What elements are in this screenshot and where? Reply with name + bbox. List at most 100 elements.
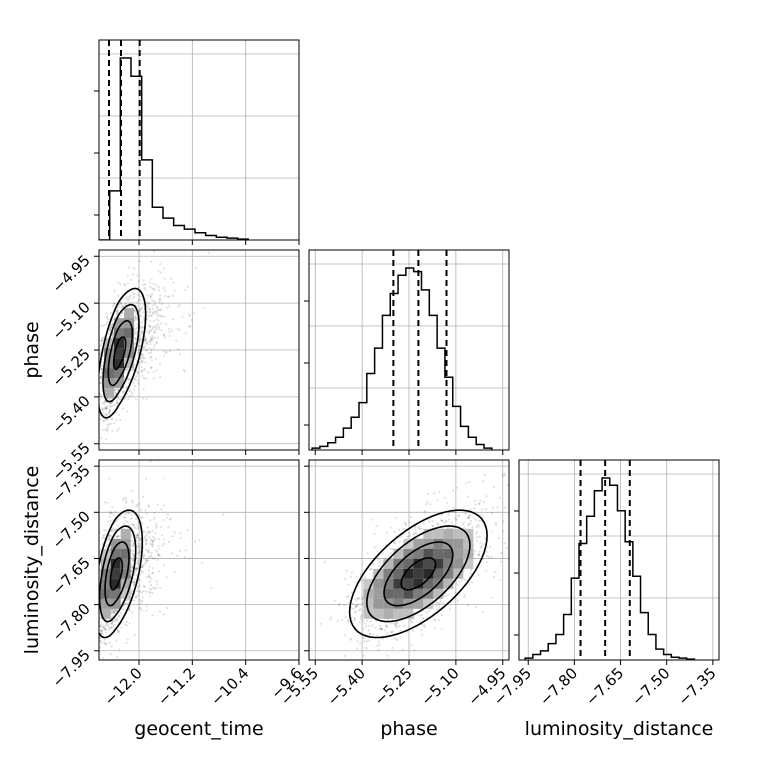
scatter-point [92,400,94,402]
scatter-point [160,329,163,332]
scatter-point [134,517,138,520]
scatter-point [145,343,149,346]
scatter-point [130,391,133,394]
scatter-point [131,297,135,300]
scatter-point [134,315,137,318]
x-tick-label: −7.65 [582,664,627,709]
scatter-point [92,436,94,438]
scatter-point [148,594,151,598]
scatter-point [116,534,119,538]
scatter-point [477,553,480,556]
scatter-point [153,300,156,303]
scatter-point [486,554,489,558]
scatter-point [139,308,142,311]
scatter-point [148,347,151,350]
scatter-point [104,428,107,431]
density-cell [433,568,444,579]
scatter-point [134,331,138,334]
scatter-point [480,545,483,548]
scatter-point [94,408,96,410]
scatter-point [377,564,380,568]
scatter-point [146,305,149,308]
density-cell [393,578,404,589]
scatter-point [474,518,477,521]
scatter-point [373,532,376,535]
scatter-point [148,301,151,305]
scatter-point [473,507,476,510]
scatter-point [341,662,343,664]
scatter-point [485,569,488,573]
scatter-point [150,348,153,351]
density-cell [110,588,121,599]
scatter-point [439,601,442,604]
scatter-point [131,610,134,614]
scatter-point [134,338,138,341]
scatter-point [157,289,160,292]
scatter-point [360,614,364,617]
scatter-point [494,521,497,525]
x-tick-label: −10.4 [207,664,252,709]
scatter-point [139,509,142,512]
contour-line [109,557,124,591]
scatter-point [149,554,152,557]
scatter-point [333,599,337,602]
scatter-point [478,535,481,538]
scatter-point [319,622,322,625]
density-cell [114,378,124,389]
scatter-point [95,622,97,624]
scatter-point [352,619,355,623]
scatter-point [145,330,148,333]
scatter-point [130,566,133,569]
scatter-point [440,513,443,516]
scatter-point [409,534,412,537]
scatter-point [114,619,117,622]
scatter-point [416,613,419,616]
scatter-point [436,499,439,502]
scatter-point [146,559,149,562]
scatter-point [490,511,494,515]
scatter-point [159,376,162,379]
scatter-point [135,567,138,570]
scatter-point [183,556,187,559]
scatter-point [481,508,484,511]
scatter-point [104,418,108,421]
scatter-point [386,631,389,635]
scatter-point [475,525,478,528]
scatter-point [178,328,181,331]
scatter-point [117,630,121,634]
scatter-point [116,389,119,392]
scatter-point [140,321,143,324]
scatter-point [125,642,128,645]
scatter-point [108,477,111,480]
scatter-point [351,602,355,606]
scatter-point [128,608,131,611]
scatter-point [147,548,150,551]
scatter-point [116,535,120,538]
scatter-point [95,612,97,614]
scatter-point [133,524,136,527]
scatter-point [96,564,98,566]
scatter-point [454,591,457,594]
scatter-point [434,604,438,608]
scatter-point [156,311,159,314]
scatter-point [370,568,373,571]
scatter-point [393,637,396,640]
scatter-point [141,326,144,329]
scatter-point [142,357,145,360]
scatter-point [494,571,497,574]
scatter-point [119,418,122,422]
scatter-point [145,477,148,481]
scatter-point [151,328,154,331]
scatter-point [161,302,164,306]
scatter-point [503,506,506,509]
scatter-point [153,310,156,313]
scatter-point [158,610,161,613]
scatter-point [177,305,180,308]
density-cell [403,578,414,589]
scatter-point [111,622,114,625]
scatter-point [99,639,102,643]
scatter-point [105,322,108,325]
scatter-point [109,512,112,515]
scatter-point [124,302,127,305]
